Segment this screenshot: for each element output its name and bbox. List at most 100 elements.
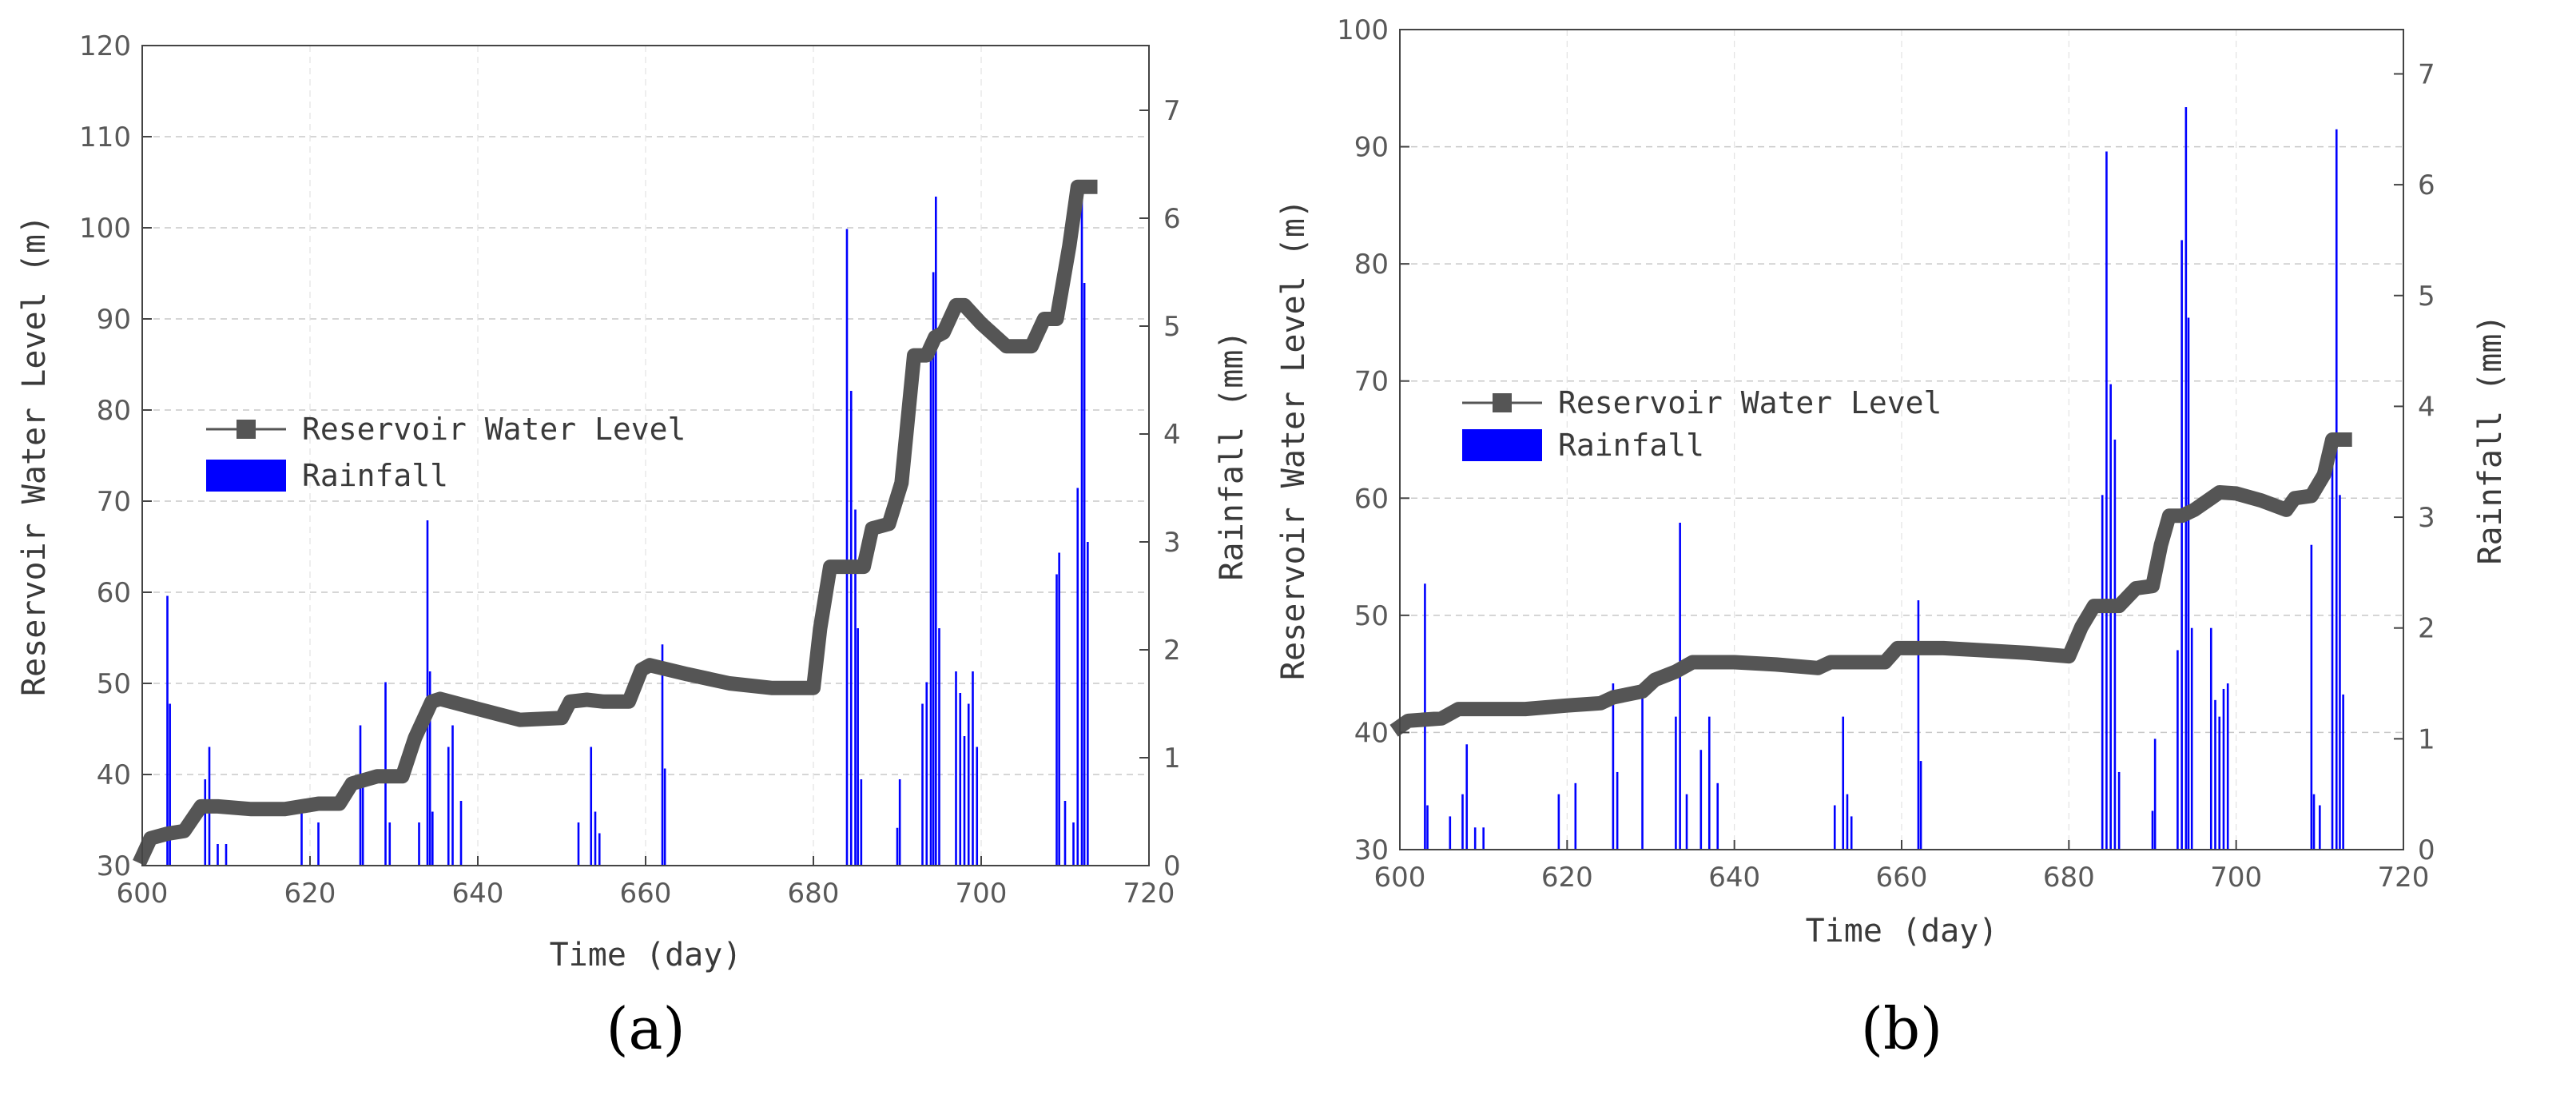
rainfall-bar-b-26 — [2109, 384, 2112, 850]
rainfall-bar-a-8 — [359, 725, 362, 866]
rainfall-bar-b-2 — [1449, 816, 1452, 850]
yr-tick-label-a-7: 7 — [1163, 95, 1181, 127]
yl-tick-label-a-3: 60 — [97, 577, 131, 609]
legend-marker-swatch-a — [237, 420, 256, 439]
yr-tick-label-b-5: 5 — [2418, 281, 2435, 313]
rainfall-bar-a-12 — [418, 822, 420, 866]
water-level-curve-b — [1389, 432, 2352, 737]
x-axis-title-b: Time (day) — [1806, 913, 1998, 950]
rainfall-bar-a-40 — [963, 736, 966, 866]
rainfall-bar-b-11 — [1641, 694, 1644, 850]
y-axis-title-right-a: Rainfall (mm) — [1214, 330, 1250, 580]
rainfall-bar-b-18 — [1833, 805, 1836, 850]
yr-tick-label-b-4: 4 — [2418, 391, 2435, 423]
rainfall-bar-b-3 — [1461, 794, 1464, 850]
water-level-curve-a — [133, 179, 1098, 866]
rainfall-bar-a-11 — [388, 822, 392, 866]
rainfall-bar-a-20 — [590, 747, 593, 866]
yl-tick-label-b-2: 50 — [1354, 600, 1389, 632]
rainfall-bar-b-15 — [1699, 750, 1703, 850]
ticks-a: 600 620 640 660 680 700 7203040506070809010011… — [79, 30, 1181, 910]
yr-tick-label-a-2: 2 — [1163, 635, 1181, 667]
rainfall-bar-a-31 — [898, 779, 901, 866]
rainfall-bar-b-37 — [2214, 699, 2216, 850]
yr-tick-label-a-6: 6 — [1163, 203, 1181, 235]
rainfall-bar-b-13 — [1679, 522, 1681, 850]
yr-tick-label-b-6: 6 — [2418, 169, 2435, 201]
rainfall-bar-b-5 — [1473, 827, 1477, 850]
rainfall-bar-b-47 — [2342, 694, 2344, 850]
yl-tick-label-a-0: 30 — [97, 850, 131, 882]
yl-tick-label-a-6: 90 — [97, 304, 131, 336]
x-tick-label-b-4: 680 — [2043, 862, 2095, 894]
x-tick-label-b-1: 620 — [1541, 862, 1593, 894]
yr-tick-label-b-1: 1 — [2418, 723, 2435, 755]
rainfall-bars-b — [1424, 107, 2344, 850]
rainfall-bar-b-10 — [1616, 771, 1619, 850]
rainfall-bar-b-35 — [2190, 627, 2193, 850]
yr-tick-label-b-3: 3 — [2418, 502, 2435, 534]
yl-tick-label-b-4: 70 — [1354, 366, 1389, 398]
yr-tick-label-a-0: 0 — [1163, 850, 1181, 882]
legend-label-rainfall-b: Rainfall — [1558, 428, 1704, 463]
rainfall-bar-b-21 — [1850, 816, 1853, 850]
rainfall-bar-a-30 — [896, 827, 899, 866]
yl-tick-label-a-1: 40 — [97, 759, 131, 791]
rainfall-bar-a-16 — [447, 747, 450, 866]
rainfall-bar-a-18 — [459, 801, 463, 866]
rainfall-bar-a-2 — [204, 779, 207, 866]
gridlines-b — [1400, 30, 2403, 850]
rainfall-bar-b-25 — [2105, 151, 2108, 850]
rainfall-bar-b-38 — [2218, 716, 2221, 850]
rainfall-bar-a-34 — [929, 348, 932, 866]
rainfall-bar-a-43 — [976, 747, 979, 866]
x-tick-label-b-3: 660 — [1876, 862, 1928, 894]
rainfall-bar-b-30 — [2153, 739, 2157, 850]
yl-tick-label-b-5: 80 — [1354, 249, 1389, 281]
rainfall-bar-b-31 — [2176, 650, 2179, 850]
rainfall-bar-a-14 — [428, 671, 431, 866]
rainfall-bar-a-0 — [166, 595, 169, 866]
chart-panel-a: 600 620 640 660 680 700 7203040506070809010011… — [16, 30, 1250, 1062]
yr-tick-label-b-7: 7 — [2418, 58, 2435, 90]
legend-marker-swatch-b — [1493, 393, 1512, 412]
legend-a: Reservoir Water Level Rainfall — [206, 412, 686, 493]
rainfall-bar-b-40 — [2226, 683, 2229, 850]
x-tick-label-a-1: 620 — [284, 878, 336, 910]
rainfall-bar-b-12 — [1675, 716, 1677, 850]
y-axis-title-right-b: Rainfall (mm) — [2472, 314, 2509, 564]
yr-tick-label-b-0: 0 — [2418, 834, 2435, 866]
rainfall-bar-a-4 — [217, 844, 219, 866]
rainfall-bar-a-23 — [661, 644, 664, 866]
legend-b: Reservoir Water Level Rainfall — [1462, 385, 1942, 463]
rainfall-bar-b-17 — [1716, 782, 1719, 850]
rainfall-bar-b-36 — [2209, 627, 2212, 850]
rainfall-bar-a-45 — [1058, 552, 1060, 866]
rainfall-bar-a-32 — [921, 703, 924, 866]
rainfall-bar-b-43 — [2319, 805, 2321, 850]
x-tick-label-a-0: 600 — [117, 878, 169, 910]
rainfall-bar-a-5 — [225, 844, 228, 866]
legend-bar-swatch-a — [206, 460, 286, 492]
rainfall-bar-a-39 — [959, 693, 962, 866]
rainfall-bar-a-1 — [169, 703, 171, 866]
yr-tick-label-a-4: 4 — [1163, 419, 1181, 451]
rainfall-bar-a-36 — [935, 197, 937, 866]
rainfall-bar-a-49 — [1080, 197, 1083, 866]
rainfall-bar-a-44 — [1055, 574, 1058, 866]
rainfall-bar-a-28 — [857, 628, 859, 866]
rainfall-bar-a-24 — [663, 768, 666, 866]
yl-tick-label-a-4: 70 — [97, 486, 131, 518]
rainfall-bar-b-4 — [1465, 744, 1469, 850]
rainfall-bar-b-8 — [1574, 782, 1577, 850]
rainfall-bar-a-17 — [451, 725, 454, 866]
rainfall-bar-a-47 — [1072, 822, 1075, 866]
rainfall-bar-b-33 — [2184, 107, 2188, 850]
rainfall-bar-b-32 — [2180, 240, 2183, 850]
rainfall-bar-a-46 — [1063, 801, 1067, 866]
x-tick-label-a-2: 640 — [452, 878, 504, 910]
yr-tick-label-a-3: 3 — [1163, 527, 1181, 559]
rainfall-bar-a-21 — [594, 811, 597, 866]
rainfall-bar-b-24 — [2101, 495, 2104, 850]
rainfall-bar-a-27 — [854, 509, 857, 866]
